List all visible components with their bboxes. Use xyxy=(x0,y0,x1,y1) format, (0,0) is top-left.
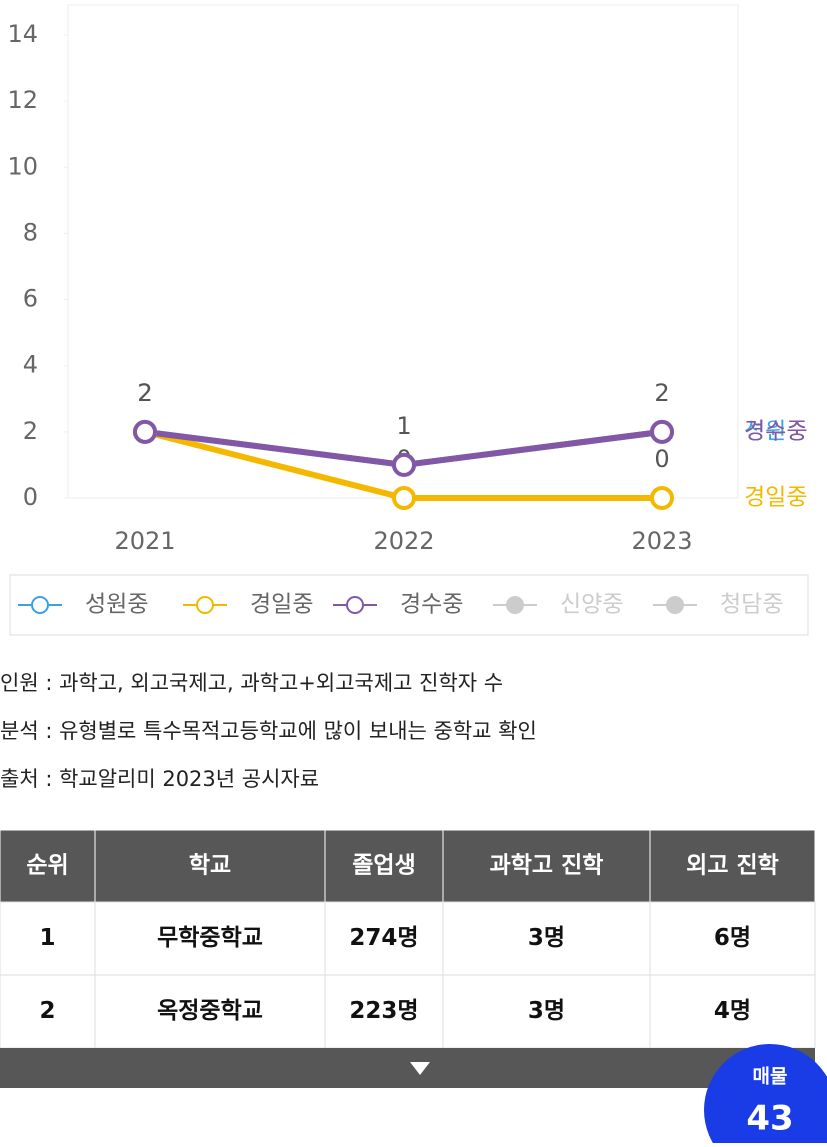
legend-marker xyxy=(196,596,214,614)
legend-marker xyxy=(346,596,364,614)
cell-text: 223명 xyxy=(349,998,418,1024)
header-text: 외고 진학 xyxy=(686,853,779,879)
legend-marker xyxy=(31,596,49,614)
table-cell xyxy=(0,974,96,1049)
point xyxy=(392,452,416,477)
note: 출처 : 학교알리미 2023년 공시자료 xyxy=(0,767,319,791)
badge[interactable] xyxy=(704,1044,827,1147)
data-label: 2 xyxy=(137,379,152,407)
badge-label: 매물 xyxy=(753,1066,788,1088)
y-tick-label: 10 xyxy=(7,152,38,180)
point xyxy=(133,419,157,444)
header-text: 과학고 진학 xyxy=(490,853,604,879)
cell-text: 3명 xyxy=(528,998,565,1024)
note: 인원 : 과학고, 외고국제고, 과학고+외고국제고 진학자 수 xyxy=(0,671,503,695)
point xyxy=(392,486,416,510)
cell-text: 6명 xyxy=(714,925,751,951)
table-cell xyxy=(649,901,816,976)
cell-text: 2 xyxy=(39,998,55,1024)
legend-marker xyxy=(666,596,684,614)
data-label: 0 xyxy=(654,445,669,473)
header-cell xyxy=(649,829,816,903)
data-label: 2 xyxy=(654,379,669,407)
table-cell xyxy=(94,901,326,976)
header-cell xyxy=(0,829,96,903)
cell-text: 274명 xyxy=(349,925,418,951)
y-tick-label: 4 xyxy=(23,351,38,379)
y-tick-label: 0 xyxy=(23,483,38,511)
cell-text: 1 xyxy=(39,925,55,951)
y-tick-label: 12 xyxy=(7,86,38,114)
cell-text: 4명 xyxy=(714,998,751,1024)
x-tick-label: 2021 xyxy=(114,527,175,555)
x-tick-label: 2022 xyxy=(373,527,434,555)
legend-label[interactable]: 신양중 xyxy=(560,592,623,618)
header-text: 학교 xyxy=(189,853,231,879)
legend-label[interactable]: 경일중 xyxy=(250,592,313,618)
point xyxy=(650,486,674,510)
point xyxy=(650,419,674,444)
y-tick-label: 2 xyxy=(23,417,38,445)
y-tick-label: 14 xyxy=(7,20,38,48)
legend-marker xyxy=(506,596,524,614)
table-cell xyxy=(324,974,444,1049)
cell-text: 3명 xyxy=(528,925,565,951)
table-cell xyxy=(0,901,96,976)
y-tick-label: 6 xyxy=(23,285,38,313)
table-cell xyxy=(649,974,816,1049)
table-cell xyxy=(442,901,651,976)
y-tick-label: 8 xyxy=(23,218,38,246)
expand-bar[interactable] xyxy=(0,1048,815,1088)
table-cell xyxy=(94,974,326,1049)
series-end-label: 경일중 xyxy=(744,485,807,511)
header-cell xyxy=(324,829,444,903)
header-text: 졸업생 xyxy=(352,853,415,879)
table-cell xyxy=(442,974,651,1049)
note: 분석 : 유형별로 특수목적고등학교에 많이 보내는 중학교 확인 xyxy=(0,719,537,743)
expand-arrow xyxy=(410,1062,430,1075)
legend-label[interactable]: 청담중 xyxy=(720,592,783,618)
data-label: 2 xyxy=(137,379,152,407)
series-end-label: 성원중 xyxy=(744,418,807,444)
header-cell xyxy=(94,829,326,903)
badge-count: 43 xyxy=(746,1099,793,1139)
header-text: 순위 xyxy=(26,853,68,879)
cell-text: 무학중학교 xyxy=(157,925,263,951)
cell-text: 옥정중학교 xyxy=(157,998,263,1024)
legend-label[interactable]: 성원중 xyxy=(85,592,148,618)
legend-label[interactable]: 경수중 xyxy=(400,592,463,618)
series-end-label: 경수중 xyxy=(744,418,807,444)
data-label: 1 xyxy=(396,412,411,440)
table-cell xyxy=(324,901,444,976)
x-tick-label: 2023 xyxy=(631,527,692,555)
